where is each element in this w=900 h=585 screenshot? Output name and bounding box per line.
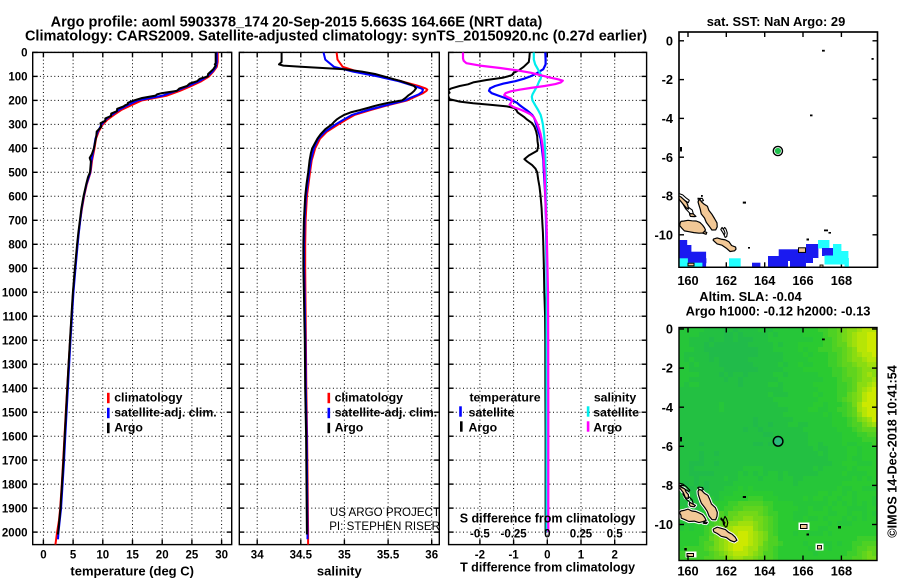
svg-text:0: 0 bbox=[21, 48, 27, 60]
svg-text:0: 0 bbox=[544, 529, 550, 541]
svg-text:900: 900 bbox=[8, 264, 27, 276]
svg-text:-6: -6 bbox=[662, 439, 673, 454]
svg-text:Argo h1000: -0.12 h2000: -0.13: Argo h1000: -0.12 h2000: -0.13 bbox=[686, 304, 871, 319]
svg-text:S difference from climatology: S difference from climatology bbox=[460, 512, 636, 526]
svg-text:162: 162 bbox=[716, 273, 737, 288]
svg-text:0.5: 0.5 bbox=[607, 529, 624, 541]
svg-text:Argo: Argo bbox=[593, 421, 622, 435]
svg-text:-8: -8 bbox=[662, 189, 673, 204]
svg-text:temperature: temperature bbox=[469, 391, 540, 405]
svg-text:Argo: Argo bbox=[469, 421, 498, 435]
svg-text:300: 300 bbox=[8, 120, 27, 132]
svg-text:34: 34 bbox=[251, 550, 264, 562]
svg-text:1: 1 bbox=[578, 550, 585, 562]
svg-text:-4: -4 bbox=[662, 400, 674, 415]
svg-text:0: 0 bbox=[666, 33, 673, 48]
svg-text:5: 5 bbox=[70, 550, 77, 562]
svg-text:20: 20 bbox=[156, 550, 169, 562]
svg-text:PI: STEPHEN RISER: PI: STEPHEN RISER bbox=[329, 520, 440, 533]
svg-text:-2: -2 bbox=[662, 72, 673, 87]
svg-text:1000: 1000 bbox=[2, 287, 28, 299]
svg-text:34.5: 34.5 bbox=[290, 550, 313, 562]
svg-text:-4: -4 bbox=[662, 111, 674, 126]
svg-text:-2: -2 bbox=[662, 361, 673, 376]
svg-text:Argo: Argo bbox=[114, 421, 143, 435]
svg-text:15: 15 bbox=[126, 550, 139, 562]
svg-text:0: 0 bbox=[544, 550, 550, 562]
svg-text:-10: -10 bbox=[655, 227, 674, 242]
svg-text:164: 164 bbox=[754, 273, 776, 288]
svg-text:satellite-adj. clim.: satellite-adj. clim. bbox=[114, 406, 217, 420]
svg-text:T difference from climatology: T difference from climatology bbox=[460, 561, 635, 575]
svg-text:-10: -10 bbox=[655, 517, 674, 532]
svg-text:satellite: satellite bbox=[469, 406, 515, 420]
svg-text:30: 30 bbox=[215, 550, 228, 562]
svg-text:166: 166 bbox=[792, 273, 813, 288]
svg-text:-6: -6 bbox=[662, 150, 673, 165]
svg-text:-8: -8 bbox=[662, 478, 673, 493]
svg-text:600: 600 bbox=[8, 192, 27, 204]
svg-text:162: 162 bbox=[716, 564, 737, 579]
svg-text:salinity: salinity bbox=[317, 564, 363, 579]
svg-text:salinity: salinity bbox=[594, 391, 637, 405]
svg-text:Climatology: CARS2009. Satelli: Climatology: CARS2009. Satellite-adjuste… bbox=[25, 29, 647, 45]
svg-text:sat. SST: NaN Argo: 29: sat. SST: NaN Argo: 29 bbox=[707, 14, 846, 29]
svg-text:400: 400 bbox=[8, 144, 27, 156]
svg-text:1200: 1200 bbox=[2, 335, 28, 347]
svg-text:35.5: 35.5 bbox=[377, 550, 400, 562]
svg-text:Altim. SLA: -0.04: Altim. SLA: -0.04 bbox=[699, 289, 802, 304]
svg-text:100: 100 bbox=[8, 72, 27, 84]
svg-text:1400: 1400 bbox=[2, 383, 28, 395]
svg-text:1500: 1500 bbox=[2, 407, 28, 419]
svg-text:climatology: climatology bbox=[335, 391, 403, 405]
svg-text:1100: 1100 bbox=[3, 311, 28, 323]
svg-text:0.25: 0.25 bbox=[570, 529, 593, 541]
svg-text:10: 10 bbox=[96, 550, 109, 562]
svg-text:168: 168 bbox=[831, 564, 852, 579]
svg-text:Argo profile: aoml 5903378_174: Argo profile: aoml 5903378_174 20-Sep-20… bbox=[51, 15, 543, 31]
svg-text:satellite: satellite bbox=[593, 406, 639, 420]
svg-text:temperature (deg C): temperature (deg C) bbox=[70, 564, 194, 579]
svg-text:-1: -1 bbox=[508, 550, 519, 562]
svg-text:US ARGO PROJECT: US ARGO PROJECT bbox=[330, 506, 440, 519]
svg-text:satellite-adj. clim.: satellite-adj. clim. bbox=[335, 406, 438, 420]
svg-text:200: 200 bbox=[8, 96, 27, 108]
svg-text:160: 160 bbox=[677, 273, 698, 288]
svg-text:36: 36 bbox=[425, 550, 438, 562]
svg-text:0: 0 bbox=[40, 550, 46, 562]
svg-text:166: 166 bbox=[792, 564, 813, 579]
svg-text:-0.5: -0.5 bbox=[470, 529, 490, 541]
svg-text:500: 500 bbox=[8, 168, 27, 180]
svg-text:Argo: Argo bbox=[335, 421, 364, 435]
svg-text:160: 160 bbox=[677, 564, 698, 579]
svg-text:1900: 1900 bbox=[2, 503, 28, 515]
svg-text:©IMOS 14-Dec-2018 10:41:54: ©IMOS 14-Dec-2018 10:41:54 bbox=[886, 365, 900, 537]
svg-text:-2: -2 bbox=[475, 550, 485, 562]
svg-text:800: 800 bbox=[8, 240, 27, 252]
svg-text:164: 164 bbox=[754, 564, 776, 579]
svg-text:1700: 1700 bbox=[2, 455, 28, 467]
svg-text:2000: 2000 bbox=[2, 527, 28, 539]
svg-text:700: 700 bbox=[8, 216, 27, 228]
svg-text:1800: 1800 bbox=[2, 479, 28, 491]
svg-text:25: 25 bbox=[186, 550, 199, 562]
svg-text:2: 2 bbox=[611, 550, 617, 562]
svg-text:-0.25: -0.25 bbox=[500, 529, 527, 541]
svg-text:1300: 1300 bbox=[2, 359, 28, 371]
svg-text:35: 35 bbox=[338, 550, 351, 562]
svg-text:climatology: climatology bbox=[114, 391, 182, 405]
svg-text:1600: 1600 bbox=[2, 431, 28, 443]
svg-text:0: 0 bbox=[666, 322, 673, 337]
svg-text:168: 168 bbox=[831, 273, 852, 288]
